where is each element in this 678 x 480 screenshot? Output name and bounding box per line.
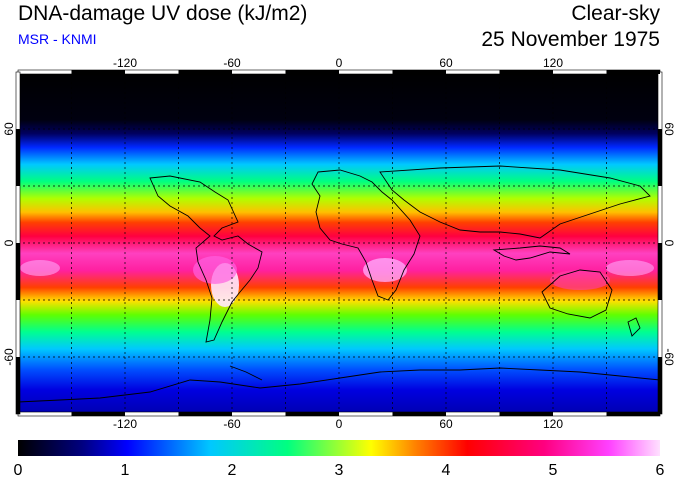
antarctic-peninsula bbox=[229, 365, 263, 381]
frame-seg bbox=[285, 70, 339, 74]
lat-ticks-right: 60 0 -60 bbox=[662, 122, 676, 366]
colorbar-tick-label: 5 bbox=[549, 462, 558, 479]
frame-seg bbox=[16, 243, 20, 300]
frame-seg bbox=[499, 412, 553, 416]
lat-tick-label: 0 bbox=[662, 240, 676, 247]
sky-condition-label: Clear-sky bbox=[571, 2, 660, 25]
lon-ticks-top: -120 -60 0 60 120 bbox=[113, 56, 563, 70]
chart-title: DNA-damage UV dose (kJ/m2) bbox=[18, 2, 308, 25]
colorbar-tick-label: 1 bbox=[121, 462, 130, 479]
frame-seg bbox=[606, 70, 660, 74]
date-label: 25 November 1975 bbox=[481, 28, 660, 51]
uv-field bbox=[18, 72, 660, 414]
frame-seg bbox=[392, 412, 446, 416]
frame-seg bbox=[71, 70, 125, 74]
colorbar-tick-label: 3 bbox=[335, 462, 344, 479]
graticule bbox=[18, 72, 660, 414]
pacific-hotspot-west bbox=[20, 260, 60, 276]
frame-seg bbox=[499, 70, 553, 74]
lon-tick-label: 120 bbox=[543, 56, 563, 70]
frame-seg bbox=[658, 243, 662, 300]
lon-tick-label: -120 bbox=[113, 56, 137, 70]
lat-tick-label: 0 bbox=[2, 239, 16, 246]
lon-tick-label: -120 bbox=[113, 417, 137, 431]
lon-tick-label: 0 bbox=[336, 56, 343, 70]
lon-tick-label: 60 bbox=[439, 417, 453, 431]
colorbar-ticks: 0 1 2 3 4 5 6 bbox=[14, 462, 665, 479]
colorbar-tick-label: 4 bbox=[442, 462, 451, 479]
frame-seg bbox=[16, 129, 20, 186]
source-label: MSR - KNMI bbox=[18, 31, 97, 47]
colorbar-tick-label: 2 bbox=[228, 462, 237, 479]
frame-seg bbox=[606, 412, 660, 416]
lon-tick-label: -60 bbox=[223, 417, 241, 431]
indonesia-coast bbox=[492, 245, 571, 261]
frame-seg bbox=[285, 412, 339, 416]
lat-tick-label: 60 bbox=[2, 122, 16, 136]
frame-seg bbox=[392, 70, 446, 74]
andes-hotspot-halo bbox=[193, 256, 237, 284]
colorbar bbox=[18, 440, 660, 456]
frame-seg bbox=[178, 412, 232, 416]
lon-tick-label: 60 bbox=[439, 56, 453, 70]
colorbar-tick-label: 6 bbox=[656, 462, 665, 479]
lat-tick-label: -60 bbox=[662, 348, 676, 366]
lat-tick-label: -60 bbox=[2, 348, 16, 366]
lat-tick-label: 60 bbox=[662, 122, 676, 136]
new-zealand-coast bbox=[627, 317, 641, 337]
frame-seg bbox=[658, 129, 662, 186]
frame-seg bbox=[658, 357, 662, 414]
map-frame bbox=[15, 69, 663, 417]
asia-coast bbox=[379, 165, 651, 239]
antarctica-coast bbox=[18, 367, 660, 403]
lon-tick-label: 0 bbox=[336, 417, 343, 431]
lon-ticks-bottom: -120 -60 0 60 120 bbox=[113, 417, 563, 431]
lon-tick-label: 120 bbox=[543, 417, 563, 431]
pacific-hotspot-east bbox=[606, 260, 654, 276]
lat-ticks-left: 60 0 -60 bbox=[2, 122, 16, 366]
frame-seg bbox=[178, 70, 232, 74]
americas-coast bbox=[149, 175, 263, 343]
lon-tick-label: -60 bbox=[223, 56, 241, 70]
australia-hotspot bbox=[550, 270, 610, 290]
frame-seg bbox=[16, 357, 20, 414]
southern-africa-hotspot bbox=[363, 258, 407, 282]
frame-seg bbox=[71, 412, 125, 416]
colorbar-tick-label: 0 bbox=[14, 462, 23, 479]
